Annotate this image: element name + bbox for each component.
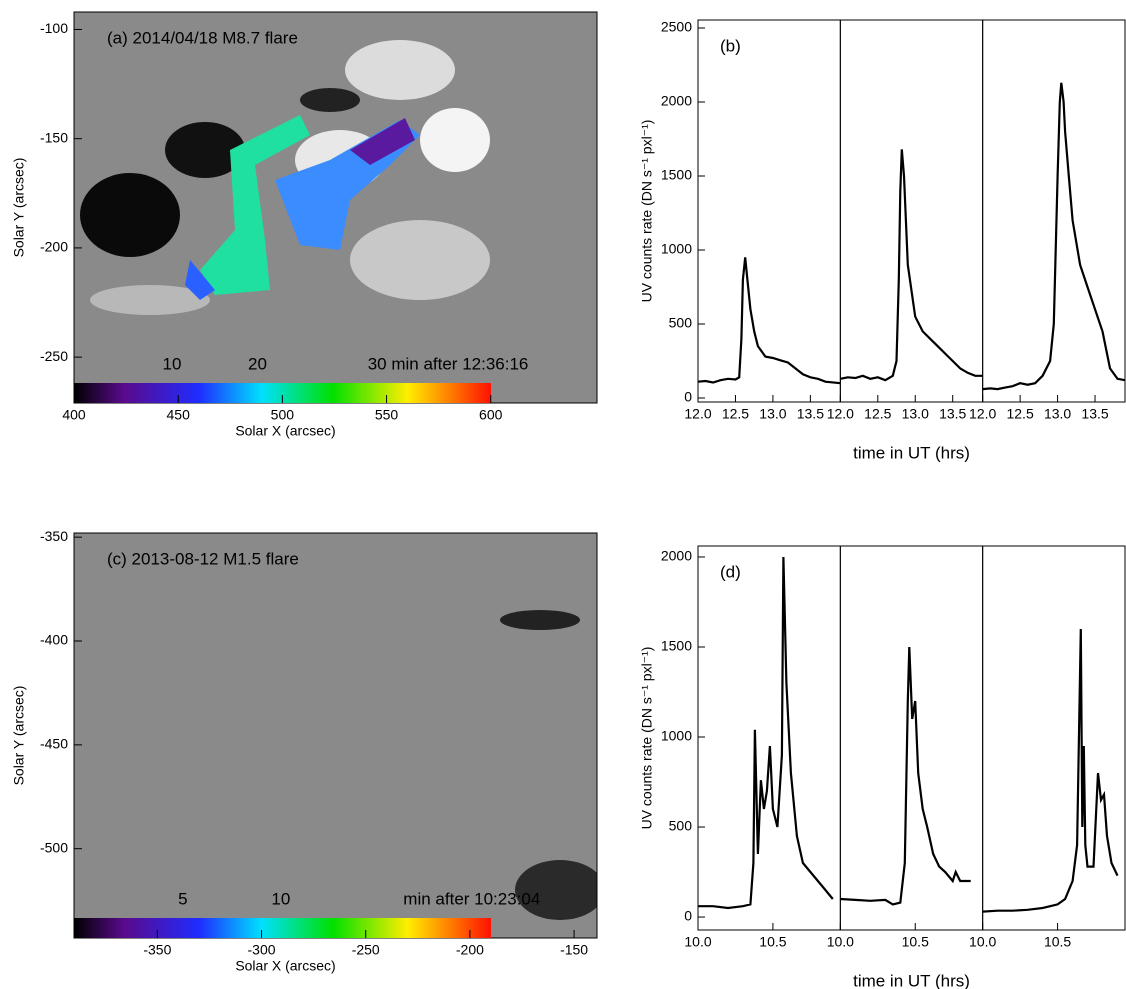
- colorbar-label: 5: [178, 889, 187, 908]
- x-tick-label: 13.5: [797, 406, 824, 422]
- plot-frame: [839, 545, 984, 931]
- x-axis-label: Solar X (arcsec): [235, 958, 335, 974]
- plot-frame: [697, 545, 841, 931]
- x-tick-label: -300: [248, 942, 276, 958]
- x-tick-label: 12.0: [684, 406, 711, 422]
- y-axis-label: Solar Y (arcsec): [11, 686, 27, 786]
- panel-title: (a) 2014/04/18 M8.7 flare: [107, 28, 298, 47]
- x-axis-label: time in UT (hrs): [853, 443, 970, 462]
- y-tick-label: -450: [40, 736, 68, 752]
- x-tick-label: -200: [456, 942, 484, 958]
- x-tick-label: 400: [62, 407, 86, 423]
- light-curve: [840, 149, 983, 382]
- x-tick-label: 550: [375, 407, 399, 423]
- x-tick-label: 10.0: [827, 934, 854, 950]
- x-tick-label: 13.0: [1044, 406, 1071, 422]
- panel-title: (c) 2013-08-12 M1.5 flare: [107, 549, 299, 568]
- x-tick-label: 500: [271, 407, 295, 423]
- y-tick-label: 0: [684, 908, 692, 924]
- y-tick-label: 2500: [661, 19, 692, 35]
- colorbar-label: 10: [271, 889, 290, 908]
- plot-frame: [839, 19, 984, 403]
- y-tick-label: 1000: [661, 728, 692, 744]
- x-tick-label: 10.0: [684, 934, 711, 950]
- colorbar-label: 30 min after 12:36:16: [368, 354, 529, 373]
- y-tick-label: -500: [40, 839, 68, 855]
- light-curve: [698, 556, 834, 910]
- panel-label: (d): [720, 562, 741, 581]
- x-axis-label: Solar X (arcsec): [235, 423, 335, 439]
- x-tick-label: 13.5: [1081, 406, 1108, 422]
- x-tick-label: 450: [167, 407, 191, 423]
- colorbar-label: 10: [163, 354, 182, 373]
- colorbar-label: min after 10:23:04: [403, 889, 540, 908]
- plot-frame: [982, 19, 1126, 403]
- colorbar-label: 20: [248, 354, 267, 373]
- magnetogram: [74, 533, 597, 938]
- x-tick-label: 12.5: [864, 406, 891, 422]
- colorbar: [74, 918, 491, 938]
- y-tick-label: 500: [669, 315, 693, 331]
- x-tick-label: 10.5: [759, 934, 786, 950]
- y-tick-label: 500: [669, 818, 693, 834]
- x-tick-label: -250: [352, 942, 380, 958]
- x-tick-label: 10.5: [902, 934, 929, 950]
- x-tick-label: 12.5: [1006, 406, 1033, 422]
- y-tick-label: 2000: [661, 548, 692, 564]
- light-curve: [697, 257, 841, 385]
- y-axis-label: UV counts rate (DN s⁻¹ pxl⁻¹): [639, 120, 655, 303]
- y-tick-label: -150: [40, 129, 68, 145]
- plot-frame: [982, 545, 1126, 931]
- plot-frame: [697, 19, 841, 403]
- y-tick-label: -250: [40, 348, 68, 364]
- x-tick-label: 12.5: [722, 406, 749, 422]
- light-curve: [840, 646, 971, 906]
- x-tick-label: -150: [560, 942, 588, 958]
- x-tick-label: 10.0: [969, 934, 996, 950]
- y-tick-label: 1500: [661, 638, 692, 654]
- panel-label: (b): [720, 36, 741, 55]
- y-tick-label: -400: [40, 632, 68, 648]
- y-tick-label: 0: [684, 389, 692, 405]
- x-tick-label: 600: [479, 407, 503, 423]
- y-axis-label: Solar Y (arcsec): [11, 158, 27, 258]
- x-tick-label: -350: [143, 942, 171, 958]
- x-tick-label: 13.5: [939, 406, 966, 422]
- x-tick-label: 13.0: [902, 406, 929, 422]
- light-curve: [982, 82, 1126, 391]
- y-tick-label: -350: [40, 528, 68, 544]
- y-axis-label: UV counts rate (DN s⁻¹ pxl⁻¹): [639, 647, 655, 830]
- x-tick-label: 12.0: [827, 406, 854, 422]
- magnetogram: [74, 12, 597, 403]
- x-axis-label: time in UT (hrs): [853, 971, 970, 989]
- x-tick-label: 13.0: [759, 406, 786, 422]
- light-curve: [982, 628, 1119, 913]
- y-tick-label: -100: [40, 20, 68, 36]
- x-tick-label: 12.0: [969, 406, 996, 422]
- y-tick-label: -200: [40, 239, 68, 255]
- y-tick-label: 1500: [661, 167, 692, 183]
- y-tick-label: 2000: [661, 93, 692, 109]
- y-tick-label: 1000: [661, 241, 692, 257]
- x-tick-label: 10.5: [1044, 934, 1071, 950]
